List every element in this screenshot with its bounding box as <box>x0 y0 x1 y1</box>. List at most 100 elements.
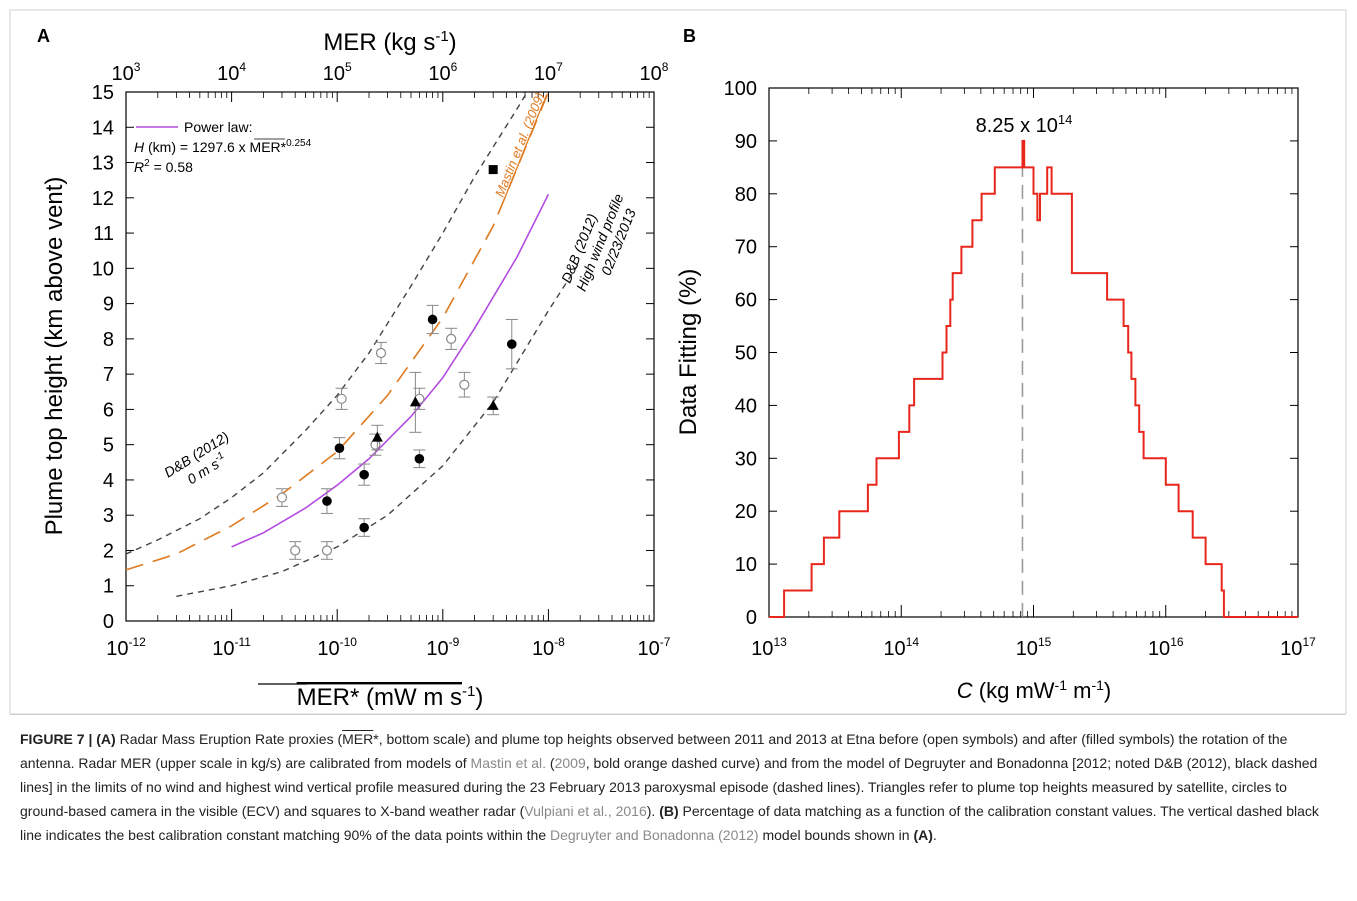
y-tick-label-a-7: 7 <box>103 364 114 386</box>
x-tick-label-b-2: 1015 <box>1016 635 1052 660</box>
caption-link-mastin[interactable]: Mastin et al. <box>470 755 547 771</box>
data-points <box>275 165 518 560</box>
x-tick-label-a-4-base: 10 <box>532 638 554 660</box>
x-axis-ticks-b: 1013 1014 1015 1016 1017 <box>751 88 1316 660</box>
x-tick-label-a-3: 10-9 <box>426 635 459 660</box>
caption-fig-label: FIGURE 7 | <box>20 731 97 747</box>
top-tick-label-5: 108 <box>640 60 669 85</box>
curve-dashed-black-0 <box>125 91 528 555</box>
legend-equation: H (km) = 1297.6 x MER*0.254 <box>134 138 312 155</box>
y-tick-label-a-8: 8 <box>103 329 114 351</box>
x-tick-label-b-2-exp: 15 <box>1038 635 1052 649</box>
y-tick-label-a-12: 12 <box>92 188 114 210</box>
x-axis-ticks-a: 10-12 10-11 10-10 10-9 10-8 10-7 <box>106 609 671 660</box>
top-tick-label-1: 104 <box>217 60 246 85</box>
top-tick-label-3-base: 10 <box>428 63 450 85</box>
caption-link-vulpiani[interactable]: Vulpiani et al., 2016 <box>524 803 647 819</box>
x-axis-title-b: C (kg mW-1 m-1) <box>957 677 1111 703</box>
panel-a-chart: MER (kg s-1) 103 104 105 106 107 108 01234567… <box>41 28 671 711</box>
x-tick-label-a-4: 10-8 <box>532 635 565 660</box>
x-tick-label-b-3: 1016 <box>1148 635 1184 660</box>
filled-circle-point-4 <box>414 453 425 464</box>
curve-dashed-orange-1 <box>125 91 550 571</box>
y-axis-ticks-b: 0 10 20 30 40 50 60 70 80 90 100 <box>724 78 1298 629</box>
x-axis-title-b-var: C <box>957 678 973 703</box>
top-axis-ticks: 103 104 105 106 107 108 <box>112 60 669 102</box>
x-tick-label-a-5-base: 10 <box>638 638 660 660</box>
top-tick-label-2: 105 <box>323 60 352 85</box>
y-tick-label-b-1: 10 <box>735 554 757 576</box>
filled-circle-point-0 <box>322 496 332 506</box>
y-tick-label-b-5: 50 <box>735 343 757 365</box>
y-tick-label-a-1: 1 <box>103 576 114 598</box>
y-tick-label-a-11: 11 <box>93 223 114 245</box>
legend-r2-var: R <box>134 159 144 175</box>
x-tick-label-b-0-base: 10 <box>751 638 773 660</box>
x-tick-label-a-1-exp: -11 <box>234 635 251 649</box>
x-tick-label-a-2-base: 10 <box>317 638 339 660</box>
caption-link-degruyter[interactable]: Degruyter and Bonadonna (2012) <box>550 827 759 843</box>
x-tick-label-b-1-base: 10 <box>883 638 905 660</box>
open-circle-point-0 <box>276 492 288 503</box>
y-tick-label-b-7: 70 <box>735 237 757 259</box>
x-axis-title-a-text: MER* (mW m s <box>297 684 462 711</box>
x-axis-title-b-mid: m <box>1067 678 1091 703</box>
top-tick-label-2-exp: 5 <box>345 60 352 74</box>
x-tick-label-b-3-exp: 16 <box>1170 635 1184 649</box>
x-tick-label-a-4-exp: -8 <box>554 635 565 649</box>
y-tick-label-a-3: 3 <box>103 505 114 527</box>
figure-caption: FIGURE 7 | (A) Radar Mass Eruption Rate … <box>10 714 1346 891</box>
y-tick-label-a-13: 13 <box>92 153 114 175</box>
plot-area-a <box>125 91 655 622</box>
open-circle-point-2 <box>321 545 333 556</box>
x-tick-label-b-4-exp: 17 <box>1302 635 1316 649</box>
filled-circle-point-6 <box>506 339 517 349</box>
open-circle-point-5 <box>375 347 387 359</box>
x-tick-label-a-2: 10-10 <box>317 635 357 660</box>
y-tick-label-b-10: 100 <box>724 78 757 100</box>
x-tick-label-b-4: 1017 <box>1280 635 1316 660</box>
x-tick-label-b-0-exp: 13 <box>773 635 787 649</box>
filled-triangle-point-2 <box>487 399 499 410</box>
top-axis-title-close: ) <box>449 29 457 56</box>
caption-link-mastin-year[interactable]: 2009 <box>554 755 586 771</box>
y-tick-label-b-0: 0 <box>746 607 757 629</box>
legend-r2: R2 = 0.58 <box>134 158 193 175</box>
top-tick-label-4-base: 10 <box>534 63 556 85</box>
x-axis-title-b-sup1: -1 <box>1055 677 1068 693</box>
caption-a-tag: (A) <box>96 731 116 747</box>
y-tick-label-a-9: 9 <box>103 294 114 316</box>
x-axis-title-a: MER* (mW m s-1) <box>297 683 484 711</box>
y-tick-label-b-9: 90 <box>735 131 757 153</box>
top-axis-title: MER (kg s-1) <box>323 28 456 56</box>
x-tick-label-a-1-base: 10 <box>212 638 234 660</box>
caption-paragraph: FIGURE 7 | (A) Radar Mass Eruption Rate … <box>10 715 1346 847</box>
caption-a-tag-2: (A) <box>913 827 933 843</box>
caption-text-7: model bounds shown in <box>758 827 914 843</box>
top-axis-title-text: MER (kg s <box>323 29 435 56</box>
x-tick-label-a-2-exp: -10 <box>340 635 358 649</box>
y-tick-label-b-3: 30 <box>735 448 757 470</box>
filled-circle-point-1 <box>334 443 345 453</box>
panel-label-a: A <box>37 26 50 46</box>
x-tick-label-a-0-exp: -12 <box>128 635 146 649</box>
open-circle-point-3 <box>336 393 347 404</box>
caption-text-8: . <box>932 827 937 843</box>
y-tick-label-a-2: 2 <box>103 540 114 562</box>
caption-text-3: ( <box>546 755 555 771</box>
filled-triangle-point-1 <box>409 396 421 407</box>
x-tick-label-a-3-base: 10 <box>426 638 448 660</box>
top-tick-label-5-base: 10 <box>640 63 662 85</box>
x-tick-label-a-1: 10-11 <box>212 635 251 660</box>
filled-circle-point-3 <box>359 469 369 480</box>
caption-text-4: , bold orange dashed curve) and from the… <box>20 755 1318 819</box>
x-tick-label-b-3-base: 10 <box>1148 638 1170 660</box>
caption-text-6: Percentage of data matching as a functio… <box>20 803 1319 843</box>
top-tick-label-4-exp: 7 <box>556 60 563 74</box>
filled-triangle-point-0 <box>371 431 383 442</box>
x-tick-label-b-1-exp: 14 <box>906 635 920 649</box>
legend-r2-value: = 0.58 <box>150 159 193 175</box>
x-tick-label-a-3-exp: -9 <box>449 635 460 649</box>
